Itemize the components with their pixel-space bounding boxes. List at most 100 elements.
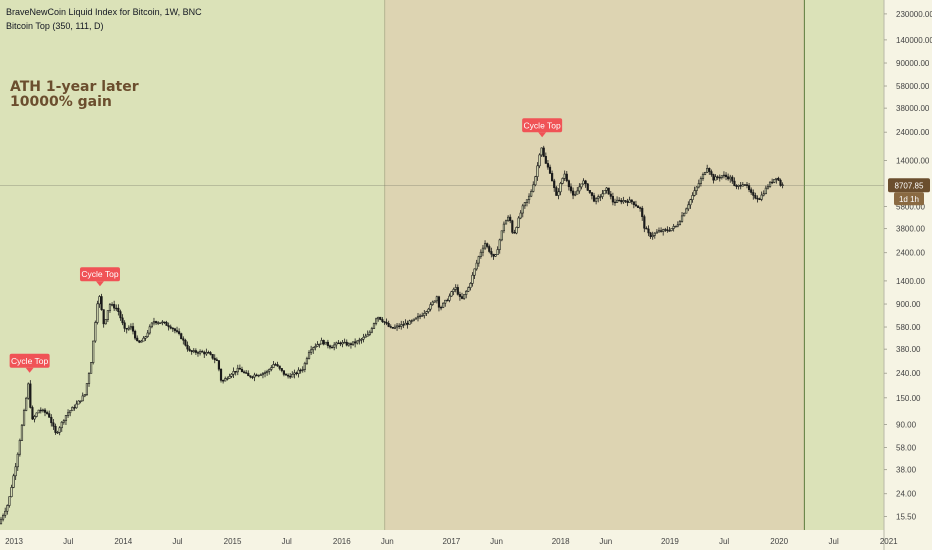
candle-body	[496, 249, 499, 256]
y-tick-label: 38000.00	[896, 104, 930, 113]
candle	[331, 345, 334, 349]
candle-body	[429, 304, 432, 310]
candle	[60, 421, 63, 432]
candle	[389, 324, 392, 329]
x-tick-label: Jun	[599, 537, 612, 546]
candle	[544, 152, 547, 164]
candle	[385, 318, 388, 326]
candle-body	[58, 427, 61, 433]
candle-body	[303, 362, 306, 370]
candle	[655, 229, 658, 234]
candle-body	[163, 321, 166, 324]
candle	[198, 349, 202, 356]
candle-body	[142, 337, 145, 342]
candle	[456, 284, 459, 296]
candle	[50, 414, 53, 427]
candle-body	[312, 347, 315, 351]
candle-body	[104, 319, 107, 325]
marker-label: Cycle Top	[11, 356, 48, 366]
candle	[634, 200, 638, 207]
candle	[582, 178, 585, 185]
candle-body	[293, 372, 296, 375]
candle-body	[527, 195, 531, 201]
candle	[71, 406, 74, 412]
candle	[257, 374, 260, 378]
candle-body	[775, 177, 778, 180]
candle	[687, 201, 690, 212]
candle-body	[50, 416, 53, 424]
candle	[362, 333, 365, 343]
candle	[672, 223, 675, 232]
candle	[586, 182, 589, 191]
candle-body	[504, 220, 508, 225]
candle-body	[152, 321, 156, 324]
candle-body	[136, 337, 139, 342]
candle	[175, 326, 179, 334]
candle-body	[590, 192, 594, 196]
candle-body	[754, 195, 757, 199]
candle	[320, 337, 323, 345]
candle	[20, 423, 24, 442]
candle	[559, 181, 562, 196]
candle	[293, 369, 296, 379]
candle	[720, 175, 723, 180]
candle	[117, 304, 120, 316]
candle-body	[131, 326, 135, 332]
candle	[651, 231, 654, 240]
candle-body	[704, 172, 707, 175]
candle-body	[588, 190, 591, 193]
candle	[33, 414, 36, 423]
candle	[676, 221, 679, 228]
candle	[678, 219, 682, 226]
candle-body	[427, 308, 430, 312]
candle	[659, 227, 663, 233]
candle	[261, 372, 265, 379]
candle-body	[507, 216, 510, 222]
candle	[64, 414, 68, 425]
candle-body	[356, 340, 359, 344]
x-tick-label: 2013	[5, 537, 23, 546]
candle-body	[144, 336, 147, 339]
candle-body	[471, 274, 474, 284]
candle-body	[339, 342, 342, 345]
candle-body	[603, 190, 606, 195]
candle	[339, 341, 342, 347]
candle-body	[282, 370, 285, 375]
candle	[406, 320, 409, 329]
candle-body	[291, 373, 294, 378]
last-price-label: 8707.85 1d 1h	[888, 178, 930, 206]
candle-body	[10, 487, 13, 498]
candle	[408, 319, 411, 325]
candle	[595, 197, 598, 205]
candle-body	[134, 330, 137, 339]
countdown-value: 1d 1h	[899, 195, 919, 204]
candle	[664, 227, 667, 232]
candle	[704, 171, 707, 176]
candle-body	[35, 412, 38, 417]
candle	[242, 370, 246, 374]
candle-body	[69, 410, 72, 414]
candle	[98, 295, 101, 308]
candle	[525, 199, 529, 207]
candle	[446, 298, 449, 302]
candle-body	[737, 184, 740, 187]
candle	[557, 188, 560, 200]
candle	[356, 340, 359, 345]
candle-body	[161, 321, 164, 324]
candle	[234, 371, 237, 376]
candle	[245, 370, 248, 374]
candle	[31, 405, 34, 421]
candle	[580, 183, 583, 190]
candle-body	[83, 394, 86, 397]
candle	[460, 292, 464, 300]
candle	[289, 372, 292, 379]
candle	[96, 300, 99, 325]
candle	[259, 373, 262, 376]
candle-body	[337, 342, 340, 344]
candle	[599, 194, 602, 202]
candle-body	[261, 373, 265, 376]
candle-body	[718, 177, 721, 179]
x-tick-label: 2019	[661, 537, 679, 546]
candle-body	[79, 400, 82, 402]
